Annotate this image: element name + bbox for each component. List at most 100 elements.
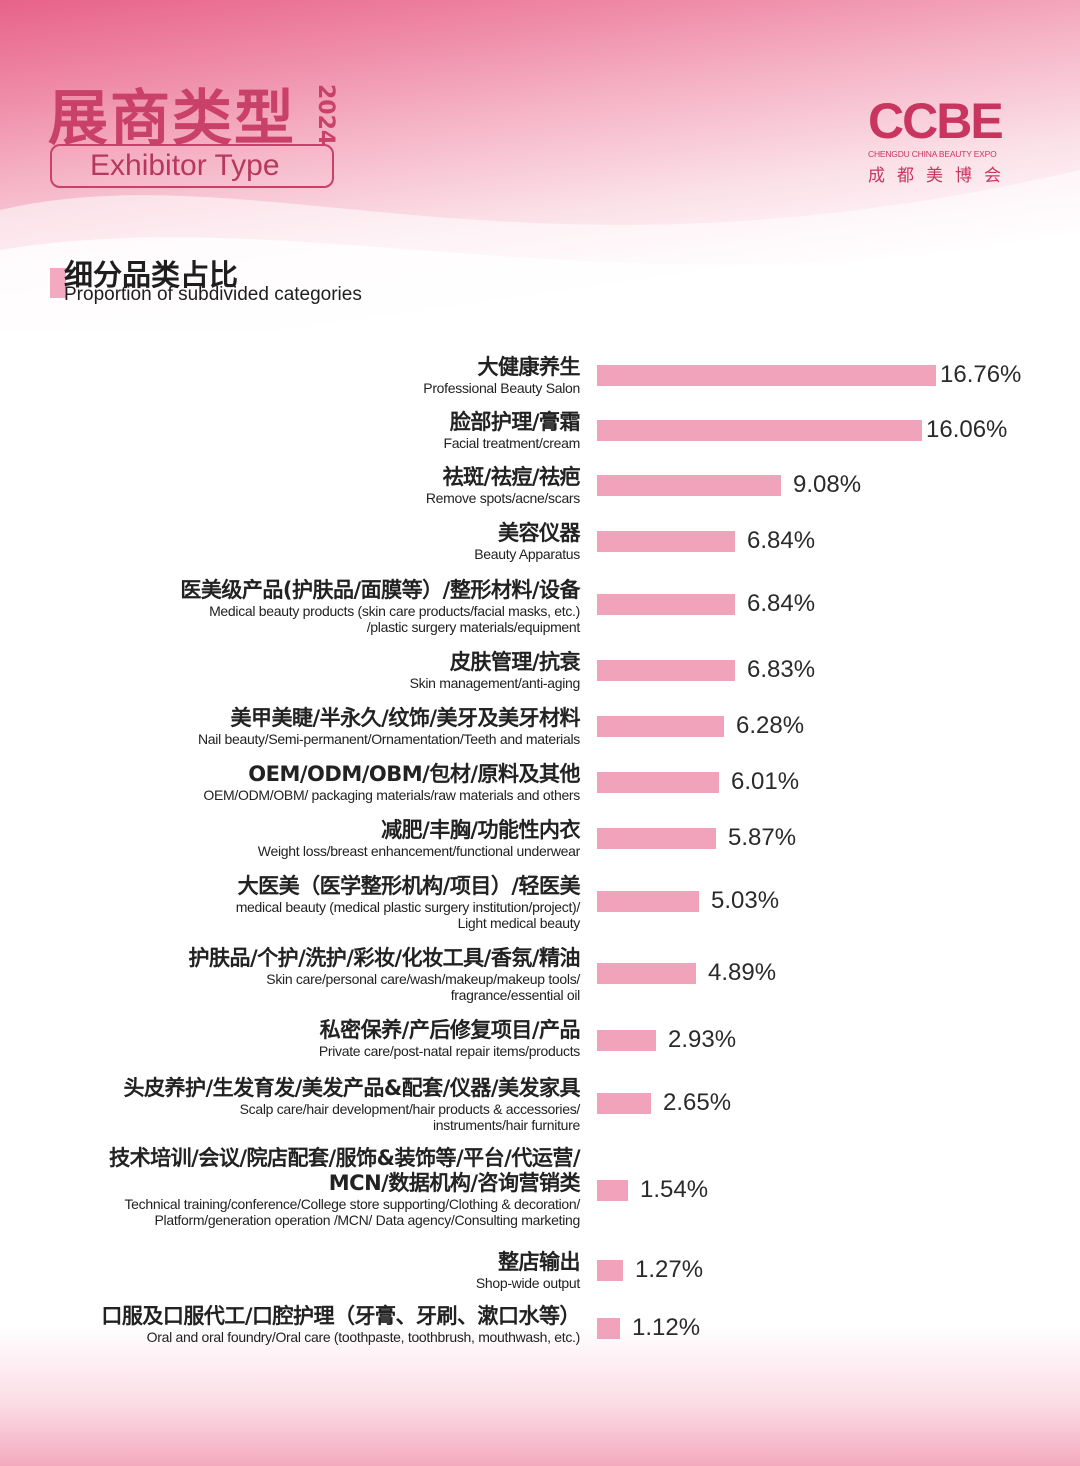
category-label-en: medical beauty (medical plastic surgery … xyxy=(235,899,581,915)
category-labels: 美甲美睫/半永久/纹饰/美牙及美牙材料 Nail beauty/Semi-perm… xyxy=(198,706,581,747)
category-label-zh: 美容仪器 xyxy=(498,521,580,545)
category-labels: 口服及口服代工/口腔护理（牙膏、牙刷、漱口水等） Oral and oral fo… xyxy=(101,1304,580,1345)
category-label-en: Skin care/personal care/wash/makeup/make… xyxy=(266,971,580,987)
bar xyxy=(597,594,735,615)
category-label-en: Oral and oral foundry/Oral care (toothpa… xyxy=(146,1329,581,1345)
bar-value-label: 16.76% xyxy=(940,361,1022,388)
category-label-zh: 整店输出 xyxy=(498,1250,581,1274)
category-label-zh: 护肤品/个护/洗护/彩妆/化妆工具/香氛/精油 xyxy=(188,946,580,970)
category-label-en: /plastic surgery materials/equipment xyxy=(366,619,581,635)
bar xyxy=(597,660,735,681)
bar-value-label: 2.93% xyxy=(668,1026,737,1053)
logo-subtitle-zh: 成都美博会 xyxy=(868,166,1013,186)
category-labels: 技术培训/会议/院店配套/服饰&装饰等/平台/代运营/MCN/数据机构/咨询营销… xyxy=(109,1146,580,1228)
bar-value-label: 6.01% xyxy=(731,768,800,795)
category-label-en: Light medical beauty xyxy=(457,915,581,931)
bar xyxy=(597,1318,620,1339)
bar xyxy=(597,365,936,386)
category-labels: 美容仪器 Beauty Apparatus xyxy=(474,521,580,562)
category-labels: OEM/ODM/OBM/包材/原料及其他 OEM/ODM/OBM/ packagi… xyxy=(203,762,580,803)
bar-value-label: 16.06% xyxy=(926,416,1008,443)
category-label-en: Technical training/conference/College st… xyxy=(124,1196,580,1212)
title-year: 2024 xyxy=(313,84,338,146)
bar-value-label: 6.83% xyxy=(747,656,816,683)
section-subtitle: Proportion of subdivided categories xyxy=(64,284,362,305)
category-label-en: Private care/post-natal repair items/pro… xyxy=(318,1043,580,1059)
category-label-en: Skin management/anti-aging xyxy=(409,675,581,691)
category-label-en: Shop-wide output xyxy=(475,1275,580,1291)
category-label-zh: 技术培训/会议/院店配套/服饰&装饰等/平台/代运营/ xyxy=(109,1146,580,1170)
bar xyxy=(597,716,724,737)
bar-value-label: 6.84% xyxy=(747,527,816,554)
category-label-en: Platform/generation operation /MCN/ Data… xyxy=(154,1212,581,1228)
category-label-zh: 皮肤管理/抗衰 xyxy=(449,650,581,674)
bar-value-label: 9.08% xyxy=(793,471,862,498)
category-label-zh: 私密保养/产后修复项目/产品 xyxy=(319,1018,581,1042)
bar xyxy=(597,772,719,793)
logo-subtitle-en: CHENGDU CHINA BEAUTY EXPO xyxy=(868,149,997,159)
category-label-en: Beauty Apparatus xyxy=(474,546,580,562)
category-label-zh: 减肥/丰胸/功能性内衣 xyxy=(381,818,580,842)
bar xyxy=(597,420,922,441)
category-labels: 医美级产品(护肤品/面膜等）/整形材料/设备 Medical beauty pro… xyxy=(180,578,580,635)
category-label-en: Weight loss/breast enhancement/functiona… xyxy=(257,843,581,859)
category-label-en: Medical beauty products (skin care produ… xyxy=(209,603,580,619)
page-title: 展商类型 xyxy=(48,84,296,154)
header-wave-decoration xyxy=(0,170,1080,330)
logo-mark: CCBE xyxy=(868,93,1004,149)
category-labels: 大健康养生 Professional Beauty Salon xyxy=(423,355,580,396)
category-labels: 祛斑/祛痘/祛疤 Remove spots/acne/scars xyxy=(425,465,581,506)
bar xyxy=(597,1093,651,1114)
bar-value-label: 6.84% xyxy=(747,590,816,617)
bar-value-label: 6.28% xyxy=(736,712,805,739)
bar-value-label: 4.89% xyxy=(708,959,777,986)
category-label-zh: 口服及口服代工/口腔护理（牙膏、牙刷、漱口水等） xyxy=(101,1304,580,1328)
category-labels: 头皮养护/生发育发/美发产品&配套/仪器/美发家具 Scalp care/hair… xyxy=(124,1076,581,1133)
category-labels: 减肥/丰胸/功能性内衣 Weight loss/breast enhancemen… xyxy=(257,818,581,859)
category-label-en: OEM/ODM/OBM/ packaging materials/raw mat… xyxy=(203,787,580,803)
category-label-en: Nail beauty/Semi-permanent/Ornamentation… xyxy=(198,731,580,747)
bar-value-label: 5.03% xyxy=(711,887,780,914)
bar xyxy=(597,531,735,552)
category-label-en: fragrance/essential oil xyxy=(450,987,581,1003)
bar xyxy=(597,475,781,496)
category-label-en: Scalp care/hair development/hair product… xyxy=(239,1101,581,1117)
category-labels: 整店输出 Shop-wide output xyxy=(475,1250,581,1291)
bar xyxy=(597,891,699,912)
bar xyxy=(597,1180,628,1201)
category-label-zh: MCN/数据机构/咨询营销类 xyxy=(328,1171,581,1195)
bar xyxy=(597,1260,623,1281)
category-label-en: Remove spots/acne/scars xyxy=(425,490,580,506)
footer-background xyxy=(0,1326,1080,1466)
section-accent xyxy=(50,268,66,298)
category-label-en: Facial treatment/cream xyxy=(443,435,580,451)
bar xyxy=(597,828,716,849)
bar-value-label: 2.65% xyxy=(663,1089,732,1116)
category-label-en: Professional Beauty Salon xyxy=(423,380,580,396)
category-labels: 护肤品/个护/洗护/彩妆/化妆工具/香氛/精油 Skin care/persona… xyxy=(188,946,580,1003)
category-label-en: instruments/hair furniture xyxy=(432,1117,580,1133)
category-label-zh: OEM/ODM/OBM/包材/原料及其他 xyxy=(248,762,580,786)
title-english-box: Exhibitor Type xyxy=(50,144,334,188)
category-labels: 私密保养/产后修复项目/产品 Private care/post-natal re… xyxy=(318,1018,581,1059)
bar xyxy=(597,1030,656,1051)
bar-value-label: 1.27% xyxy=(635,1256,704,1283)
bar-value-label: 5.87% xyxy=(728,824,797,851)
category-label-zh: 美甲美睫/半永久/纹饰/美牙及美牙材料 xyxy=(230,706,580,730)
category-labels: 大医美（医学整形机构/项目）/轻医美 medical beauty (medica… xyxy=(235,874,581,931)
bar-value-label: 1.54% xyxy=(640,1176,709,1203)
section-title: 细分品类占比 xyxy=(64,258,239,292)
bar xyxy=(597,963,696,984)
category-label-zh: 头皮养护/生发育发/美发产品&配套/仪器/美发家具 xyxy=(123,1076,581,1100)
category-labels: 脸部护理/膏霜 Facial treatment/cream xyxy=(443,410,580,451)
category-labels: 皮肤管理/抗衰 Skin management/anti-aging xyxy=(409,650,581,691)
category-label-zh: 大健康养生 xyxy=(477,355,581,379)
category-label-zh: 祛斑/祛痘/祛疤 xyxy=(442,465,581,489)
category-label-zh: 大医美（医学整形机构/项目）/轻医美 xyxy=(237,874,581,898)
ccbe-logo: CCBE CHENGDU CHINA BEAUTY EXPO 成都美博会 xyxy=(868,96,1028,186)
category-label-zh: 医美级产品(护肤品/面膜等）/整形材料/设备 xyxy=(180,578,580,602)
category-label-zh: 脸部护理/膏霜 xyxy=(449,410,581,434)
bar-value-label: 1.12% xyxy=(632,1314,701,1341)
page-title-english: Exhibitor Type xyxy=(90,149,280,182)
